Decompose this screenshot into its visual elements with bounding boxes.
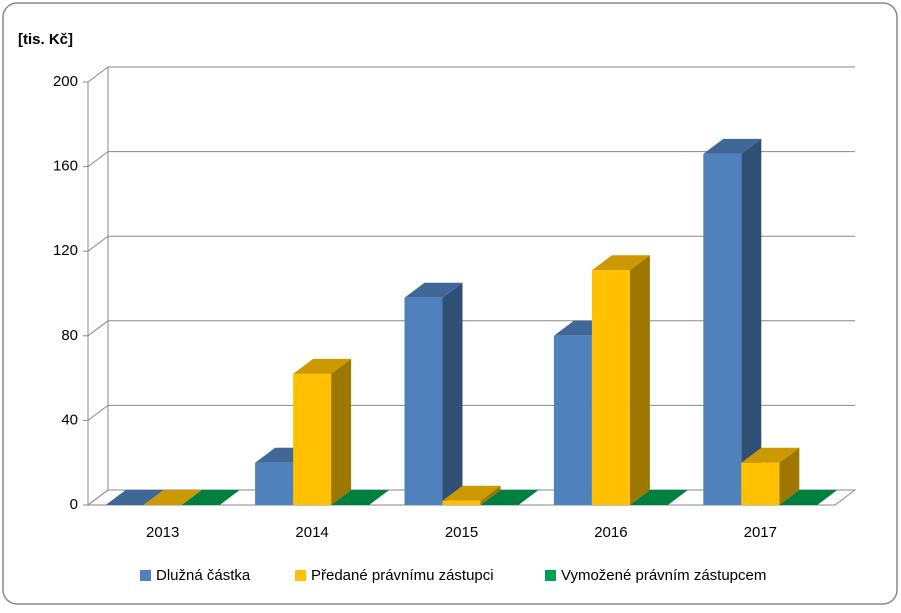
bar-top xyxy=(181,490,240,505)
bar-side xyxy=(442,282,463,505)
bar-front xyxy=(442,500,481,505)
bar-side xyxy=(629,255,650,505)
bar xyxy=(741,447,800,505)
legend-swatch xyxy=(545,570,556,581)
bar-top xyxy=(480,490,539,505)
bar xyxy=(404,282,463,505)
bar-front xyxy=(553,335,592,505)
y-tick-label: 120 xyxy=(53,242,78,259)
x-tick-label: 2015 xyxy=(445,524,478,541)
y-tick-label: 80 xyxy=(61,327,78,344)
bar xyxy=(105,490,164,505)
y-axis-label: [tis. Kč] xyxy=(18,31,73,48)
legend-label: Předané právnímu zástupci xyxy=(311,567,494,584)
bar-front xyxy=(703,153,742,505)
bar-side xyxy=(779,447,800,505)
bar-front xyxy=(255,462,294,505)
bar xyxy=(629,490,688,505)
bar-top xyxy=(442,485,501,501)
y-tick-label: 0 xyxy=(70,496,78,513)
bar xyxy=(480,490,539,505)
bar-top xyxy=(293,358,352,374)
bar xyxy=(181,490,240,505)
bar-side xyxy=(741,138,762,505)
legend-swatch xyxy=(140,570,151,581)
bar xyxy=(293,358,352,505)
grid-line xyxy=(87,235,855,252)
bar xyxy=(442,485,501,505)
bar xyxy=(779,490,838,505)
bar-top xyxy=(741,447,800,463)
y-tick-label: 160 xyxy=(53,158,78,175)
bar-front xyxy=(741,462,780,505)
bar-top xyxy=(404,282,463,298)
bar xyxy=(591,255,650,505)
bar-top xyxy=(143,490,202,505)
bar xyxy=(331,490,390,505)
bar-top xyxy=(331,490,390,505)
x-tick-label: 2013 xyxy=(146,524,179,541)
legend-label: Vymožené právním zástupcem xyxy=(561,567,766,584)
bar-top xyxy=(591,255,650,271)
grid-line xyxy=(87,66,855,83)
bar xyxy=(703,138,762,505)
legend-swatch xyxy=(295,570,306,581)
bar-top xyxy=(779,490,838,505)
bar-side xyxy=(480,485,501,505)
x-tick-label: 2017 xyxy=(744,524,777,541)
x-tick-label: 2016 xyxy=(594,524,627,541)
bar-front xyxy=(404,297,443,505)
bar-top xyxy=(629,490,688,505)
bar xyxy=(143,490,202,505)
y-tick-label: 40 xyxy=(61,411,78,428)
bar-front xyxy=(591,270,630,505)
grid-line xyxy=(87,151,855,168)
x-tick-label: 2014 xyxy=(295,524,328,541)
y-tick-label: 200 xyxy=(53,73,78,90)
bar-front xyxy=(293,373,332,505)
bar-side xyxy=(331,358,352,505)
legend-label: Dlužná částka xyxy=(156,567,251,584)
bar-top xyxy=(703,138,762,154)
bar-top xyxy=(105,490,164,505)
